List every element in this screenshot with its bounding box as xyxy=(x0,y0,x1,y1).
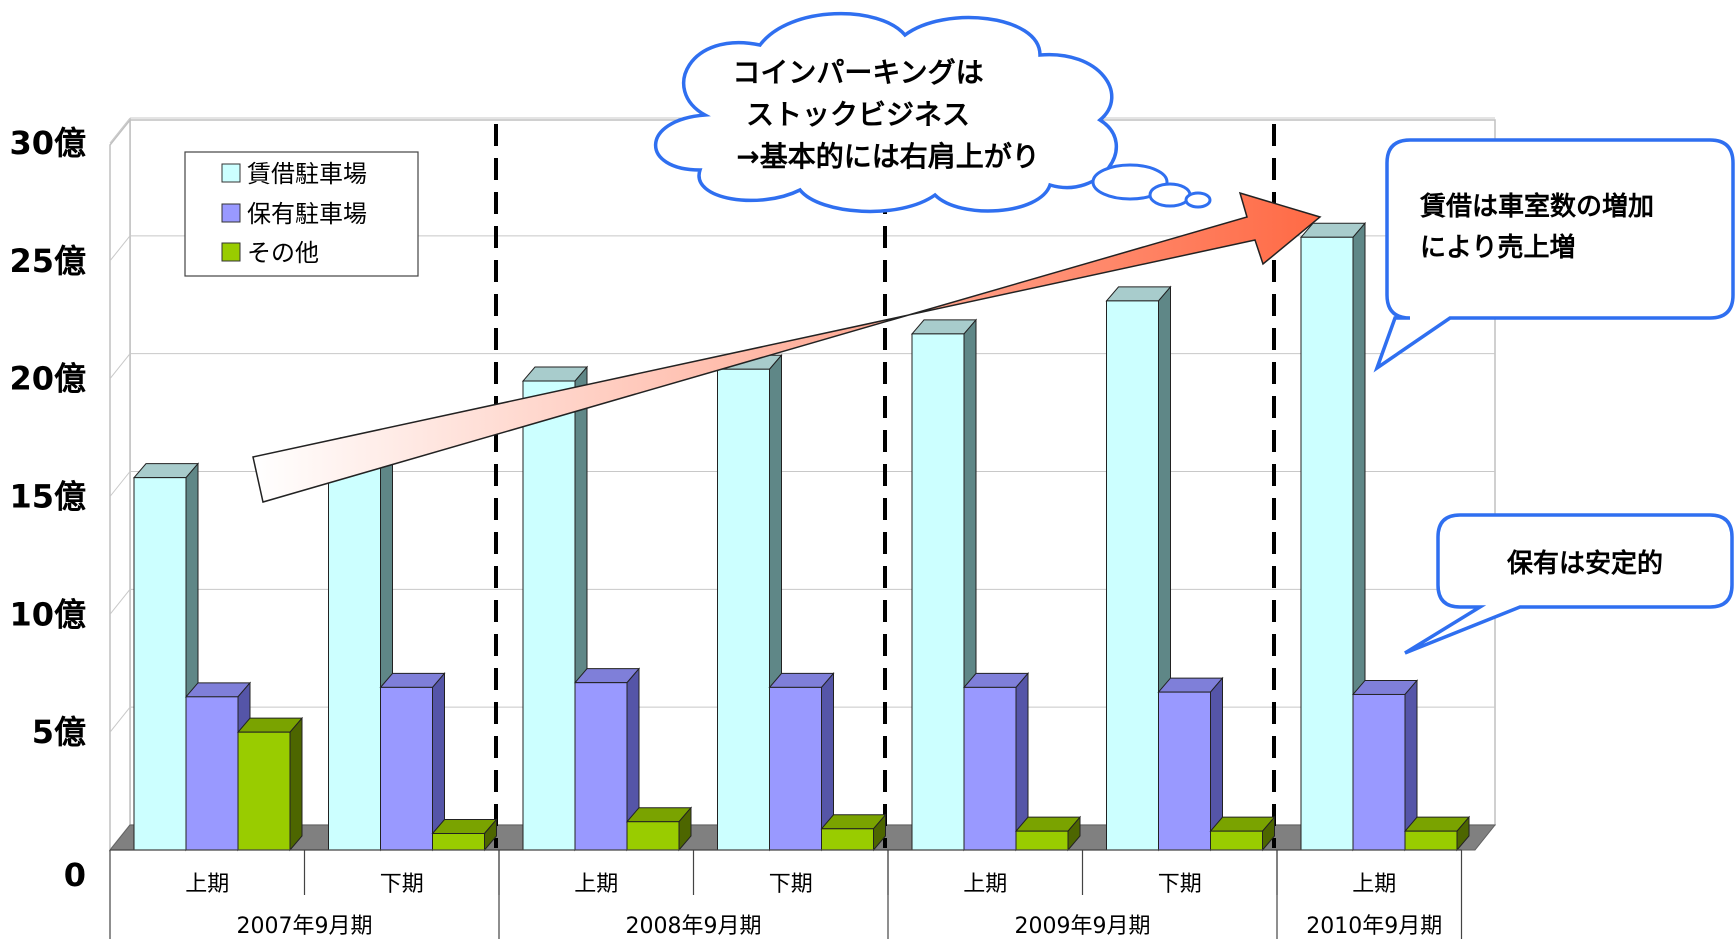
callout-rental-line-2: により売上増 xyxy=(1420,233,1575,263)
side-wall xyxy=(109,117,131,853)
cloud-bubble-2 xyxy=(1148,182,1192,208)
legend-swatch-rental xyxy=(221,163,241,183)
x-tick-label: 上期 xyxy=(963,872,1007,897)
y-tick-label: 10億 xyxy=(9,595,86,633)
cloud-bubble-1 xyxy=(1091,163,1169,201)
legend-label-other: その他 xyxy=(247,239,319,267)
legend-swatch-other xyxy=(221,242,241,262)
bar-front xyxy=(1404,830,1458,851)
y-tick-label: 0 xyxy=(64,856,86,894)
bar-front xyxy=(1158,691,1211,851)
bar-front xyxy=(574,682,628,851)
bar xyxy=(1014,815,1082,852)
cloud-bubble-3 xyxy=(1184,191,1212,209)
category-axis: 上期 下期 上期 下期 上期 下期 上期 2007年9月期 2008年9月期 2009年9月期 20… xyxy=(109,849,1463,939)
cloud-line-1: コインパーキングは xyxy=(732,56,983,89)
y-axis-ticks: 0 5億 10億 15億 20億 25億 30億 xyxy=(9,124,86,894)
bar xyxy=(1351,679,1419,852)
bar-front xyxy=(1106,300,1159,851)
thought-cloud: コインパーキングは ストックビジネス →基本的には右肩上がり xyxy=(653,11,1212,214)
bars xyxy=(132,221,1471,852)
callout-rental-line-1: 賃借は車室数の増加 xyxy=(1419,191,1654,222)
callout-owned-shape xyxy=(1404,513,1734,655)
bar-front xyxy=(380,686,433,851)
bar-front xyxy=(769,686,822,851)
bar xyxy=(236,716,304,852)
bar-front xyxy=(626,821,680,851)
callout-rental: 賃借は車室数の増加 により売上増 xyxy=(1373,138,1735,373)
bar-front xyxy=(1210,830,1263,851)
x-tick-label: 下期 xyxy=(380,872,424,897)
x-tick-label: 下期 xyxy=(769,872,813,897)
y-tick-label: 5億 xyxy=(32,713,86,751)
group-label: 2009年9月期 xyxy=(1015,914,1151,939)
cloud-line-2: ストックビジネス xyxy=(746,98,970,131)
callout-owned-text: 保有は安定的 xyxy=(1506,548,1663,579)
bar xyxy=(768,672,835,852)
y-tick-label: 30億 xyxy=(9,124,86,162)
bar-front xyxy=(185,696,239,851)
bar xyxy=(1157,676,1224,852)
legend: 賃借駐車場 保有駐車場 その他 xyxy=(184,151,419,277)
gridline-side xyxy=(109,589,131,615)
gridline-side xyxy=(109,471,131,497)
y-tick-label: 20億 xyxy=(9,360,86,398)
bar-front xyxy=(821,828,874,851)
callout-owned: 保有は安定的 xyxy=(1404,513,1734,655)
group-label: 2007年9月期 xyxy=(237,914,373,939)
growth-arrow xyxy=(252,191,1322,503)
x-tick-label: 上期 xyxy=(574,872,618,897)
legend-label-owned: 保有駐車場 xyxy=(247,200,367,228)
bar xyxy=(379,672,446,852)
cloud-line-3: →基本的には右肩上がり xyxy=(736,140,1039,173)
bar xyxy=(1403,815,1471,852)
legend-label-rental: 賃借駐車場 xyxy=(247,160,367,188)
gridline-side xyxy=(109,353,131,379)
cloud-shape xyxy=(653,11,1118,214)
bar xyxy=(1209,815,1276,852)
bar-front xyxy=(237,731,291,851)
callout-rental-shape xyxy=(1373,138,1735,373)
bar xyxy=(962,672,1030,852)
group-label: 2010年9月期 xyxy=(1306,914,1442,939)
bar-front xyxy=(1352,693,1406,851)
bar xyxy=(431,818,498,852)
bar-front xyxy=(1015,830,1069,851)
y-tick-label: 25億 xyxy=(9,242,86,280)
bar-front xyxy=(1300,236,1354,851)
bar-front xyxy=(911,333,965,851)
group-label: 2008年9月期 xyxy=(626,914,762,939)
bar xyxy=(573,667,641,852)
gridline-side xyxy=(109,235,131,262)
gridline-side xyxy=(109,706,131,733)
x-tick-label: 下期 xyxy=(1158,872,1202,897)
x-tick-label: 上期 xyxy=(185,872,229,897)
bar xyxy=(820,813,887,852)
bar-front xyxy=(717,368,770,851)
bar-front xyxy=(963,686,1017,851)
bar-front xyxy=(432,833,485,851)
bar-side xyxy=(289,716,303,852)
bar xyxy=(625,806,693,852)
y-tick-label: 15億 xyxy=(9,478,86,516)
bar-front xyxy=(328,451,381,851)
x-tick-label: 上期 xyxy=(1352,872,1396,897)
legend-swatch-owned xyxy=(221,203,241,223)
gridline-side xyxy=(109,117,131,144)
bar-front xyxy=(522,380,576,851)
bar-front xyxy=(133,477,187,851)
